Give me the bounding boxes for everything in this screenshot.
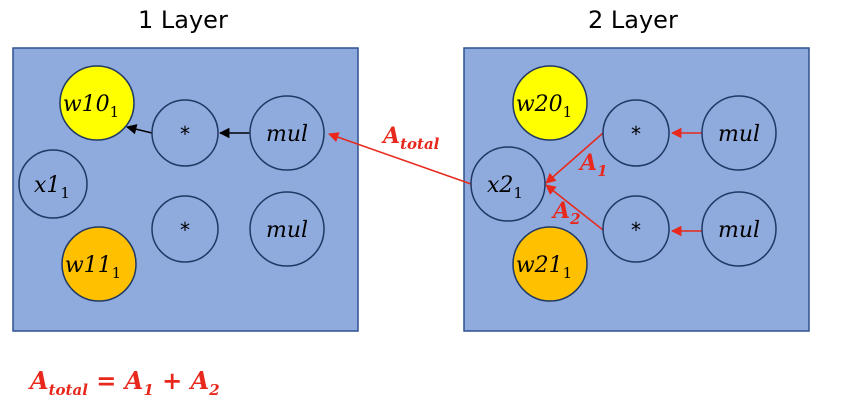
edge-label-a2-base: A	[551, 198, 570, 224]
node-mul-1-bottom: mul	[249, 191, 325, 267]
node-w10-label: w10	[63, 92, 110, 117]
node-star-2-top: *	[602, 99, 670, 167]
formula-term-2: A	[190, 366, 210, 395]
formula-lhs: A	[30, 366, 49, 395]
node-x2-sub: 1	[513, 184, 523, 202]
node-mul-2-bottom-label: mul	[718, 218, 760, 243]
formula-term-2-sub: 2	[209, 380, 220, 399]
node-x2-label: x2	[487, 173, 513, 198]
node-star-2-bottom-label: *	[631, 218, 641, 242]
formula-term-1: A	[124, 366, 144, 395]
node-star-1-top: *	[151, 99, 219, 167]
node-x1: x11	[18, 149, 88, 219]
node-w11: w111	[61, 226, 137, 302]
svg-text:w111: w111	[65, 253, 121, 282]
node-w11-sub: 1	[112, 264, 122, 282]
node-w21-sub: 1	[563, 264, 573, 282]
node-x2: x21	[470, 146, 546, 222]
node-mul-2-top-label: mul	[718, 122, 760, 147]
node-mul-1-top-label: mul	[266, 122, 308, 147]
node-star-1-bottom-label: *	[180, 218, 190, 242]
node-x1-label: x1	[34, 173, 60, 198]
edge-star-to-w10	[125, 124, 153, 135]
node-mul-2-top: mul	[701, 95, 777, 171]
svg-text:x11: x11	[34, 173, 70, 202]
edge-star-to-x2-b	[545, 184, 604, 231]
edge-label-a1: A1	[578, 150, 608, 180]
edge-x2-to-mul-1	[328, 132, 472, 185]
node-mul-1-top: mul	[249, 95, 325, 171]
node-w20-sub: 1	[563, 103, 573, 121]
edge-star-to-x2-a	[545, 132, 604, 184]
node-mul-2-bottom: mul	[701, 191, 777, 267]
svg-text:w211: w211	[516, 253, 572, 282]
layer-1-title: 1 Layer	[138, 6, 228, 34]
node-star-1-bottom: *	[151, 195, 219, 263]
layer-2-title: 2 Layer	[588, 6, 678, 34]
node-star-2-bottom: *	[602, 195, 670, 263]
node-mul-1-bottom-label: mul	[266, 218, 308, 243]
edge-label-a1-base: A	[578, 150, 597, 176]
node-star-2-top-label: *	[631, 122, 641, 146]
edge-label-a2: A2	[551, 198, 581, 228]
svg-text:w201: w201	[516, 92, 572, 121]
edge-label-a-total-base: A	[381, 123, 400, 149]
edge-label-a-total-sub: total	[400, 135, 440, 153]
node-star-1-top-label: *	[180, 122, 190, 146]
node-w21: w211	[512, 226, 588, 302]
node-w21-label: w21	[516, 253, 563, 278]
node-w10-sub: 1	[110, 103, 120, 121]
node-w20-label: w20	[516, 92, 563, 117]
formula-lhs-sub: total	[48, 380, 88, 399]
formula-term-1-sub: 1	[143, 380, 154, 399]
formula-equals: =	[96, 366, 117, 395]
svg-text:x21: x21	[487, 173, 523, 202]
edge-label-a-total: Atotal	[381, 123, 440, 153]
total-formula: Atotal = A1 + A2	[30, 366, 220, 399]
node-w20: w201	[512, 65, 588, 141]
formula-plus: +	[162, 366, 183, 395]
edge-label-a1-sub: 1	[597, 162, 607, 180]
node-x1-sub: 1	[60, 184, 70, 202]
node-w10: w101	[59, 65, 135, 141]
node-w11-label: w11	[65, 253, 112, 278]
svg-text:w101: w101	[63, 92, 119, 121]
edge-label-a2-sub: 2	[569, 210, 580, 228]
